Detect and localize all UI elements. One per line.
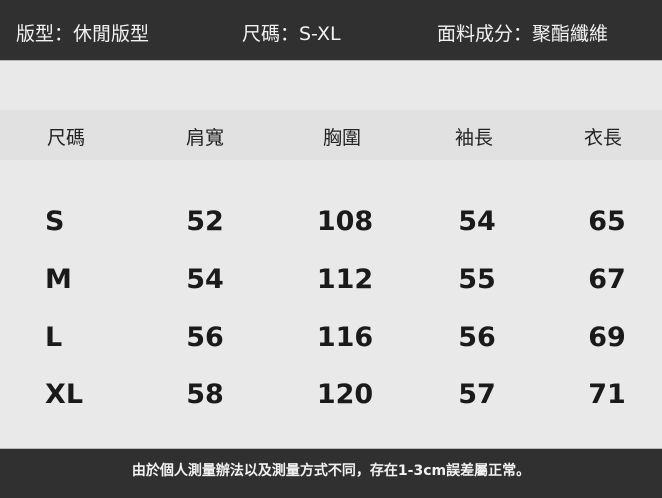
table-header: 尺碼 肩寬 胸圍 袖長 衣長 [0,110,662,160]
value-cell: 112 [316,264,374,295]
footer-note: 由於個人測量辦法以及測量方式不同，存在1-3cm誤差屬正常。 [0,448,662,498]
value-cell: 52 [186,206,224,237]
size-cell: XL [45,379,84,410]
header-size: 尺碼 [46,127,86,149]
value-cell: 58 [186,379,224,410]
size-cell: S [45,206,65,237]
value-cell: 67 [588,264,626,295]
size-range-label: 尺碼：S-XL [242,23,341,45]
value-cell: 54 [186,264,224,295]
header-sleeve: 袖長 [454,127,494,149]
header-length: 衣長 [583,127,623,149]
value-cell: 56 [186,322,224,353]
material-label: 面料成分：聚酯纖維 [437,23,609,45]
value-cell: 69 [588,322,626,353]
value-cell: 65 [588,206,626,237]
header-chest: 胸圍 [322,127,362,149]
value-cell: 55 [458,264,496,295]
value-cell: 54 [458,206,496,237]
value-cell: 116 [316,322,374,353]
size-cell: M [45,264,72,295]
table-row: L 56 116 56 69 [0,318,662,358]
value-cell: 71 [588,379,626,410]
value-cell: 108 [316,206,374,237]
table-row: XL 58 120 57 71 [0,375,662,415]
size-cell: L [45,322,63,353]
fit-label: 版型：休閒版型 [16,23,150,45]
table-row: M 54 112 55 67 [0,260,662,300]
table-row: S 52 108 54 65 [0,202,662,242]
value-cell: 57 [458,379,496,410]
info-bar: 版型：休閒版型 尺碼：S-XL 面料成分：聚酯纖維 [0,0,662,61]
value-cell: 120 [316,379,374,410]
value-cell: 56 [458,322,496,353]
header-shoulder: 肩寬 [185,127,225,149]
